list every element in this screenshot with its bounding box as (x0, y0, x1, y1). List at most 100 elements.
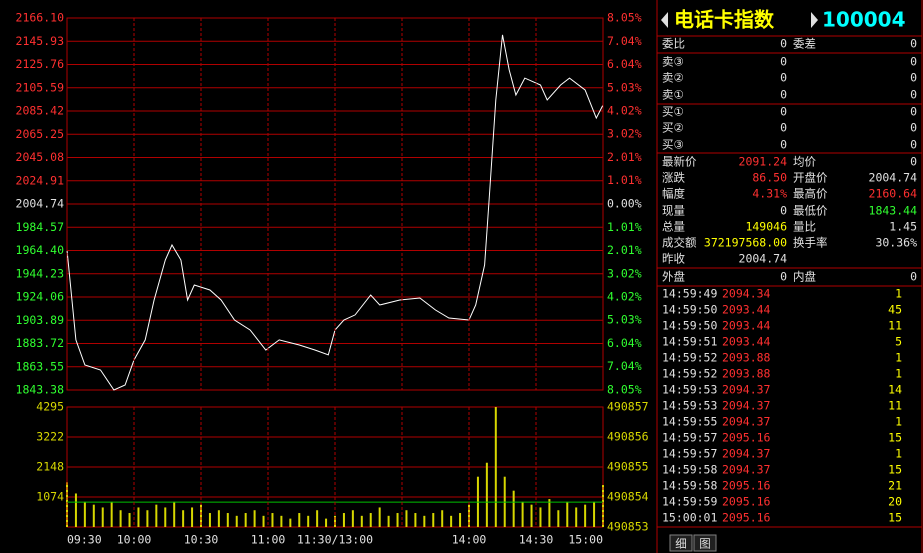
trade-time: 14:59:51 (662, 335, 717, 349)
y-tick-label: 2166.10 (16, 11, 65, 25)
volume-bar (200, 504, 202, 527)
volume-bar (485, 462, 488, 527)
next-arrow[interactable] (811, 12, 818, 28)
quote-label: 最新价 (662, 155, 697, 169)
quote-label: 最高价 (793, 187, 828, 201)
volume-bar (584, 504, 587, 527)
y2-tick-label: 1.01% (607, 220, 642, 234)
volume-bar (253, 510, 256, 527)
trade-time: 14:59:52 (662, 351, 717, 365)
trade-price: 2093.44 (722, 303, 771, 317)
volume-bar (521, 501, 524, 527)
y2-tick-label: 490853 (607, 520, 649, 534)
volume-bar (602, 485, 604, 527)
quote-value: 0 (780, 204, 787, 218)
quote-value: 86.50 (752, 171, 787, 185)
volume-bar (548, 499, 551, 527)
trade-volume: 45 (888, 303, 902, 317)
quote-value: 0 (780, 138, 787, 152)
volume-bar (235, 515, 238, 527)
quote-value: 0 (910, 270, 917, 284)
trade-volume: 15 (888, 463, 902, 477)
y-tick-label: 2148 (36, 459, 64, 473)
trade-volume: 1 (895, 351, 902, 365)
quote-value: 0 (780, 37, 787, 51)
volume-bar (119, 510, 122, 527)
y2-tick-label: 490855 (607, 460, 649, 474)
y-tick-label: 1883.72 (16, 336, 64, 350)
stock-code: 100004 (822, 8, 906, 32)
x-tick-label: 10:30 (184, 533, 219, 547)
tab[interactable] (693, 534, 717, 552)
volume-bar (164, 507, 167, 527)
y2-tick-label: 3.02% (607, 127, 642, 141)
prev-arrow[interactable] (661, 12, 668, 28)
volume-bar (146, 510, 149, 527)
x-tick-label: 14:30 (519, 533, 554, 547)
y-tick-label: 2125.76 (16, 57, 65, 71)
volume-bar (325, 518, 328, 527)
volume-bar (280, 515, 283, 527)
tab-label[interactable]: 图 (699, 537, 711, 551)
volume-bar (530, 504, 533, 527)
quote-label: 均价 (793, 155, 816, 169)
trade-time: 14:59:50 (662, 303, 717, 317)
quote-value: 0 (910, 105, 917, 119)
quote-value: 0 (910, 55, 917, 69)
volume-bar (557, 510, 560, 527)
quote-value: 2004.74 (869, 171, 918, 185)
trade-time: 14:59:59 (662, 495, 717, 509)
y-tick-label: 3222 (36, 429, 64, 443)
quote-label: 换手率 (793, 236, 828, 250)
quote-label: 买② (662, 121, 684, 135)
quote-label: 昨收 (662, 252, 685, 266)
trade-volume: 14 (888, 383, 902, 397)
volume-bar (360, 515, 363, 527)
volume-bar (182, 510, 185, 527)
volume-bar (405, 510, 408, 527)
trade-time: 14:59:53 (662, 383, 717, 397)
volume-bar (494, 407, 497, 527)
y-tick-label: 2004.74 (16, 197, 65, 211)
quote-value: 0 (780, 270, 787, 284)
tab-label[interactable]: 细 (675, 537, 687, 551)
tab[interactable] (669, 534, 693, 552)
quote-label: 买③ (662, 138, 684, 152)
trade-volume: 11 (888, 319, 902, 333)
volume-bar (459, 513, 462, 527)
y2-tick-label: 6.04% (607, 57, 642, 71)
trade-time: 14:59:57 (662, 447, 717, 461)
y2-tick-label: 5.03% (607, 80, 642, 94)
quote-value: 0 (910, 88, 917, 102)
trade-price: 2093.44 (722, 335, 771, 349)
y2-tick-label: 0.00% (607, 197, 642, 211)
quote-value: 0 (780, 71, 787, 85)
y2-tick-label: 6.04% (607, 336, 642, 350)
quote-label: 涨跌 (662, 171, 685, 185)
y-tick-label: 1903.89 (16, 313, 65, 327)
volume-bar (468, 504, 470, 527)
volume-bar (101, 507, 104, 527)
trade-time: 15:00:01 (662, 511, 717, 525)
y2-tick-label: 3.02% (607, 266, 642, 280)
quote-label: 外盘 (662, 270, 685, 284)
trade-price: 2095.16 (722, 479, 771, 493)
volume-bar (128, 513, 131, 527)
y2-tick-label: 490856 (607, 430, 649, 444)
x-tick-label: 09:30 (67, 533, 102, 547)
y2-tick-label: 7.04% (607, 359, 642, 373)
quote-value: 149046 (745, 220, 787, 234)
quote-value: 0 (910, 138, 917, 152)
volume-bar (137, 507, 140, 527)
trade-price: 2093.88 (722, 351, 771, 365)
volume-bar (539, 507, 542, 527)
trade-time: 14:59:52 (662, 367, 717, 381)
quote-label: 量比 (793, 220, 816, 234)
quote-value: 372197568.00 (704, 236, 787, 250)
x-tick-label: 11:30/13:00 (297, 533, 373, 547)
y-tick-label: 4295 (36, 400, 64, 414)
y-tick-label: 1074 (36, 489, 64, 503)
volume-bar (226, 513, 229, 527)
quote-value: 0 (780, 88, 787, 102)
